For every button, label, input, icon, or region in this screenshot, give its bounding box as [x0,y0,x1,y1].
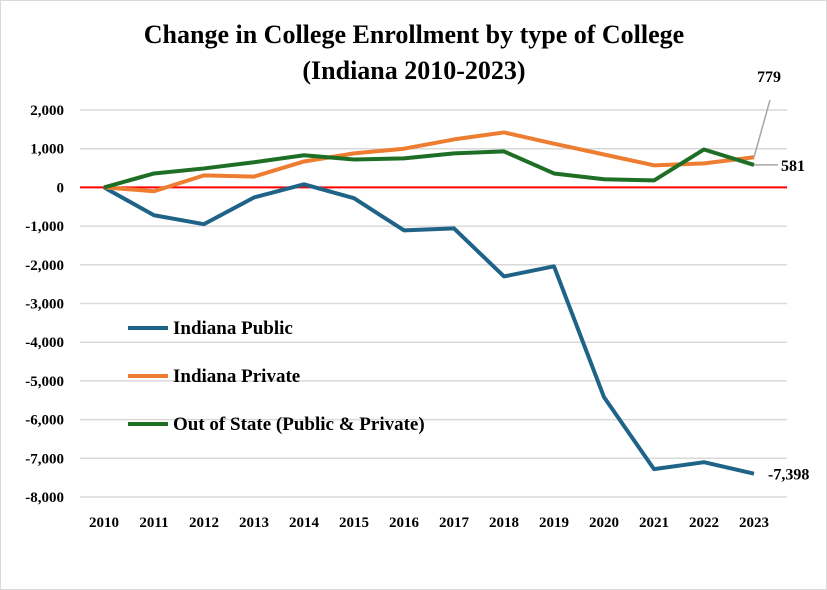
x-tick-label: 2012 [189,515,219,531]
y-tick-label: -1,000 [25,219,64,235]
series-line-indiana-public [103,182,755,476]
series-line-out-of-state-public-private- [103,147,755,190]
y-tick-label: -5,000 [25,374,64,390]
x-tick-label: 2021 [639,515,669,531]
y-tick-label: 1,000 [30,142,64,158]
x-tick-label: 2017 [439,515,470,531]
data-label-private-2023: 779 [757,69,781,86]
legend-label: Indiana Private [173,366,300,387]
x-tick-label: 2011 [139,515,168,531]
y-tick-label: -8,000 [25,490,64,506]
legend-label: Out of State (Public & Private) [173,414,425,435]
series-line-indiana-private [103,130,755,194]
x-tick-label: 2016 [389,515,420,531]
y-tick-label: -2,000 [25,258,64,274]
y-tick-label: 0 [57,180,65,196]
legend-label: Indiana Public [173,318,293,339]
leader-line [753,99,771,158]
x-tick-label: 2022 [689,515,719,531]
x-tick-label: 2010 [89,515,119,531]
x-tick-label: 2023 [739,515,769,531]
x-tick-label: 2019 [539,515,569,531]
x-tick-label: 2018 [489,515,519,531]
y-tick-label: -6,000 [25,413,64,429]
chart-title: Change in College Enrollment by type of … [144,20,684,49]
chart-subtitle: (Indiana 2010-2023) [302,56,525,85]
y-tick-label: -4,000 [25,335,64,351]
y-tick-label: 2,000 [30,103,64,119]
x-tick-label: 2014 [289,515,320,531]
y-tick-label: -3,000 [25,297,64,313]
x-tick-label: 2015 [339,515,369,531]
x-tick-label: 2013 [239,515,269,531]
data-label-outofstate-2023: 581 [781,158,805,175]
x-tick-label: 2020 [589,515,619,531]
data-label-public-2023: -7,398 [768,467,809,484]
y-tick-label: -7,000 [25,451,64,467]
